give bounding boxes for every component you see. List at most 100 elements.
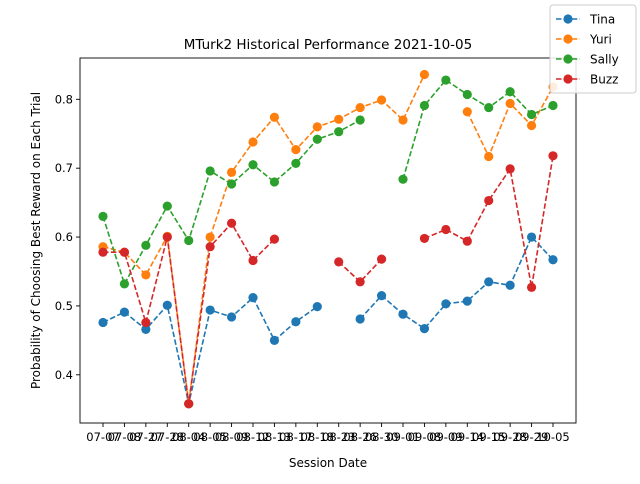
data-point-buzz [548, 151, 558, 161]
data-point-sally [184, 235, 194, 246]
data-point-buzz [484, 195, 494, 206]
x-tick-label: 10-05 [536, 430, 569, 444]
data-point-buzz [441, 224, 451, 235]
data-point-buzz [162, 232, 172, 242]
data-point-buzz [141, 317, 151, 328]
x-tick-label: 07-07 [86, 430, 119, 444]
data-point-yuri [291, 144, 301, 155]
x-axis-ticks: 07-0707-0807-2707-2808-0408-0508-0908-12… [86, 423, 570, 444]
y-tick-label: 0.8 [55, 92, 73, 106]
data-point-sally [419, 100, 430, 111]
data-point-buzz [98, 247, 108, 257]
data-point-sally [462, 89, 472, 100]
data-point-tina [291, 317, 301, 327]
legend-label-buzz: Buzz [590, 73, 618, 87]
data-point-tina [376, 290, 387, 301]
data-point-tina [526, 232, 537, 242]
data-point-tina [205, 305, 215, 315]
data-point-yuri [505, 98, 515, 109]
data-point-sally [162, 201, 172, 211]
data-point-buzz [355, 277, 365, 287]
series-layer [98, 69, 558, 409]
data-point-tina [312, 302, 322, 312]
data-point-tina [505, 280, 515, 290]
data-point-tina [119, 307, 130, 317]
data-point-yuri [355, 102, 365, 113]
data-point-tina [548, 255, 558, 265]
data-point-yuri [484, 151, 494, 162]
data-point-sally [398, 174, 408, 184]
data-point-tina [162, 300, 172, 310]
x-tick-label: 09-15 [472, 430, 505, 444]
series-line-buzz [338, 258, 383, 283]
legend-label-tina: Tina [589, 13, 615, 27]
data-point-tina [484, 277, 494, 287]
data-point-sally [269, 177, 280, 187]
data-point-tina [398, 309, 408, 319]
y-tick-label: 0.7 [55, 161, 73, 175]
data-point-yuri [398, 115, 408, 125]
x-tick-label: 08-05 [193, 430, 226, 444]
series-line-yuri [102, 74, 426, 404]
data-point-tina [98, 317, 108, 328]
x-tick-label: 08-23 [322, 430, 355, 444]
data-point-buzz [269, 234, 280, 244]
series-line-sally [402, 78, 554, 180]
x-tick-label: 09-28 [493, 430, 526, 444]
data-point-yuri [205, 232, 215, 242]
data-point-buzz [505, 164, 515, 174]
data-point-tina [441, 299, 451, 309]
data-point-yuri [462, 107, 472, 117]
legend-marker-yuri [563, 34, 573, 44]
y-tick-label: 0.6 [55, 230, 73, 244]
data-point-sally [205, 166, 215, 176]
y-axis-ticks: 0.4 0.5 0.6 0.7 0.8 [55, 92, 80, 382]
chart-title: MTurk2 Historical Performance 2021-10-05 [184, 37, 472, 53]
data-point-sally [119, 279, 130, 289]
x-axis-label: Session Date [289, 456, 367, 470]
data-point-yuri [334, 114, 344, 124]
data-point-sally [291, 158, 301, 168]
x-tick-label: 08-30 [365, 430, 398, 444]
data-point-tina [419, 324, 430, 334]
data-point-yuri [226, 167, 237, 177]
y-tick-label: 0.4 [55, 368, 73, 382]
series-line-tina [359, 235, 554, 330]
data-point-sally [312, 134, 322, 144]
legend-marker-sally [563, 54, 573, 64]
data-point-buzz [526, 282, 537, 292]
data-point-buzz [205, 242, 215, 252]
data-point-yuri [248, 137, 258, 147]
x-tick-label: 08-13 [258, 430, 291, 444]
data-point-buzz [119, 247, 130, 257]
legend: Tina Yuri Sally Buzz [549, 4, 637, 94]
x-tick-label: 09-09 [429, 430, 462, 444]
data-point-sally [548, 100, 558, 111]
x-tick-label: 08-12 [236, 430, 269, 444]
data-point-sally [505, 87, 515, 97]
legend-box [549, 4, 637, 94]
x-tick-label: 08-17 [279, 430, 312, 444]
data-point-yuri [269, 112, 280, 122]
data-point-buzz [334, 257, 344, 267]
legend-marker-buzz [563, 74, 573, 84]
data-point-sally [98, 211, 108, 221]
x-tick-label: 09-29 [515, 430, 548, 444]
y-axis-label: Probability of Choosing Best Reward on E… [29, 92, 43, 389]
plot-frame [79, 57, 577, 424]
x-tick-label: 08-18 [301, 430, 334, 444]
data-point-yuri [526, 120, 537, 131]
data-point-yuri [141, 270, 151, 280]
data-point-sally [441, 75, 451, 85]
data-point-buzz [248, 255, 258, 266]
x-tick-label: 09-14 [451, 430, 484, 444]
data-point-sally [226, 179, 237, 189]
data-point-yuri [312, 122, 322, 132]
data-point-sally [355, 115, 365, 125]
data-point-tina [355, 314, 365, 324]
data-point-buzz [419, 233, 430, 244]
plot-area [80, 58, 576, 423]
data-point-buzz [184, 399, 194, 409]
legend-marker-tina [563, 14, 573, 24]
